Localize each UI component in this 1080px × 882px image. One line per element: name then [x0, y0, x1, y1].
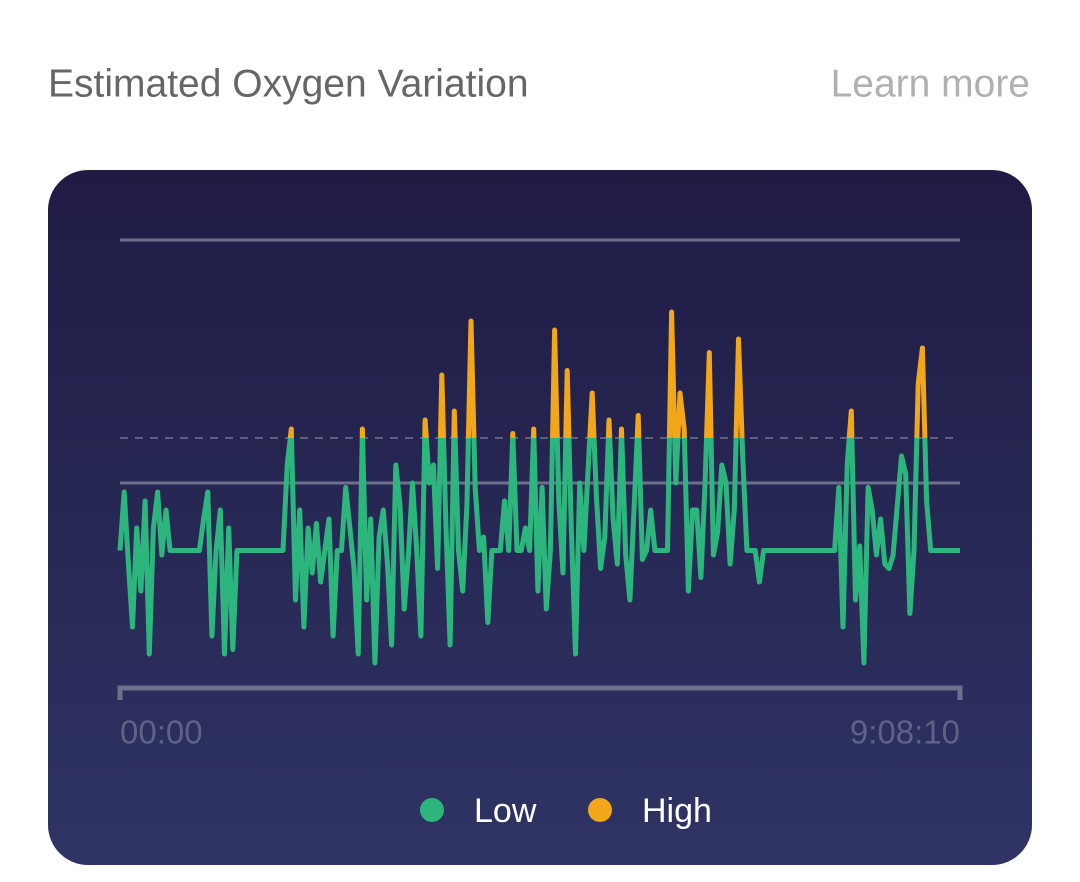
legend-dot	[420, 798, 444, 822]
legend-label: High	[642, 792, 712, 830]
oxygen-line	[117, 309, 960, 666]
learn-more-link[interactable]: Learn more	[831, 62, 1030, 105]
legend-label: Low	[474, 792, 537, 830]
legend-dot	[588, 798, 612, 822]
x-tick-label: 00:00	[120, 714, 203, 751]
title: Estimated Oxygen Variation	[48, 62, 529, 105]
x-tick-label: 9:08:10	[850, 714, 960, 751]
